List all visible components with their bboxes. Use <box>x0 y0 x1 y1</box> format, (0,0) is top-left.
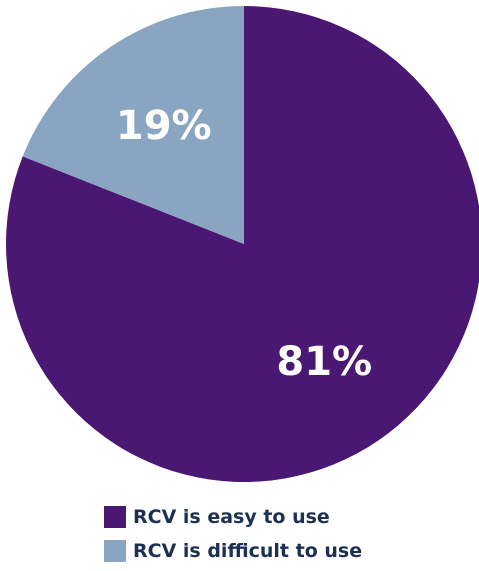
legend-swatch-easy <box>104 505 126 528</box>
legend-item-difficult: RCV is difficult to use <box>104 537 362 564</box>
pie-label-easy: 81% <box>276 339 372 385</box>
pie-slice-difficult <box>22 6 244 244</box>
legend-label-difficult: RCV is difficult to use <box>133 539 363 562</box>
pie-label-difficult: 19% <box>116 103 212 149</box>
chart-legend: RCV is easy to use RCV is difficult to u… <box>104 503 362 571</box>
pie-slice-easy <box>6 6 479 482</box>
legend-label-easy: RCV is easy to use <box>133 505 330 528</box>
legend-swatch-difficult <box>104 539 126 562</box>
legend-item-easy: RCV is easy to use <box>104 503 362 530</box>
pie-chart: 81% 19% <box>6 6 479 482</box>
